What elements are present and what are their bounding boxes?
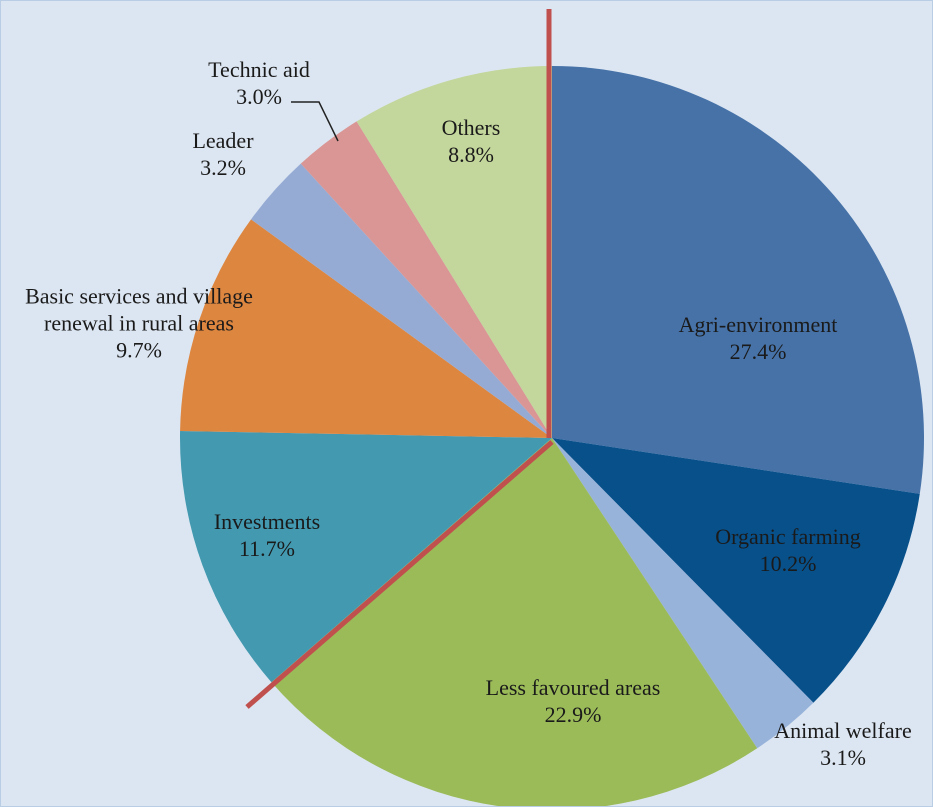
value-label: 9.7% [116, 337, 162, 363]
category-label: Leader [192, 128, 254, 153]
divider-line [245, 440, 554, 709]
category-label: Others [441, 115, 501, 140]
slice-label: Agri-environment 27.4% [608, 311, 908, 365]
slice-label: Others 8.8% [411, 114, 531, 168]
pie-slice [251, 163, 552, 438]
value-label: 22.9% [544, 702, 602, 727]
pie-slice [552, 438, 920, 703]
category-label: Animal welfare [774, 718, 912, 743]
pie-slice [552, 438, 814, 749]
slice-label: Leader 3.2% [163, 127, 283, 181]
pie-slice [356, 66, 552, 438]
category-label: Investments [213, 509, 321, 534]
value-label: 10.2% [759, 551, 817, 576]
slice-label: Organic farming 10.2% [658, 523, 918, 577]
category-label: Less favoured areas [485, 675, 661, 700]
category-label: Organic farming [715, 524, 861, 549]
pie-slice [180, 219, 552, 438]
slice-label: Technic aid 3.0% [174, 56, 344, 110]
slice-label: Basic services and village renewal in ru… [14, 283, 264, 364]
slice-label: Animal welfare 3.1% [723, 717, 933, 771]
value-label: 11.7% [238, 536, 295, 561]
slice-label: Investments 11.7% [167, 508, 367, 562]
value-label: 8.8% [448, 142, 494, 167]
category-label: Technic aid [208, 57, 310, 82]
category-label: Basic services and village renewal in ru… [25, 283, 253, 336]
value-label: 3.0% [236, 84, 282, 109]
pie-slice [180, 430, 552, 683]
value-label: 3.1% [820, 745, 866, 770]
value-label: 27.4% [729, 339, 787, 364]
leader-line [291, 101, 339, 142]
pie-slice [300, 121, 552, 438]
pie-slice [271, 438, 758, 806]
slice-label: Less favoured areas 22.9% [463, 674, 683, 728]
pie-slice [552, 66, 924, 494]
category-label: Agri-environment [678, 312, 838, 337]
value-label: 3.2% [200, 155, 246, 180]
